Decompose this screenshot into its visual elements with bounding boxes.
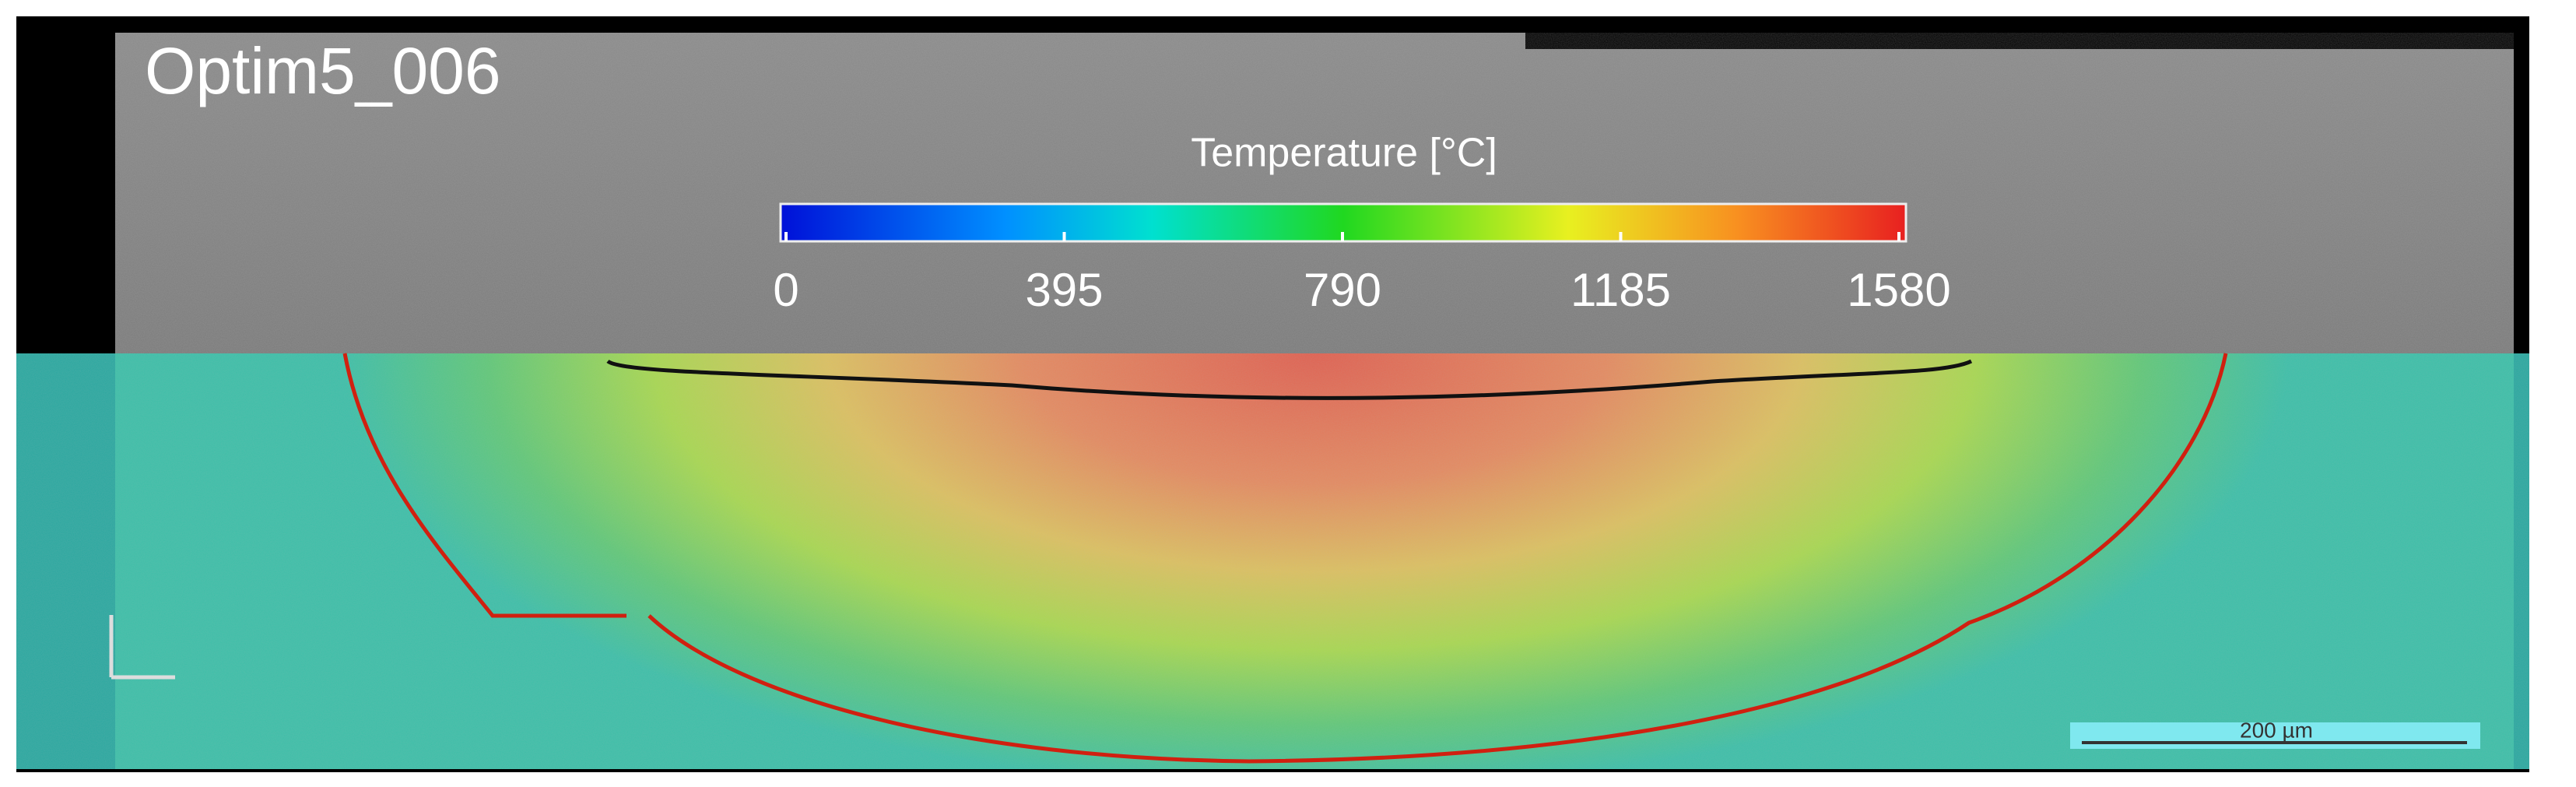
sem-texture xyxy=(115,33,2514,355)
scale-bar-label: 200 µm xyxy=(2240,718,2313,742)
scale-bar-box xyxy=(2070,722,2480,749)
colorbar-tick-label: 1185 xyxy=(1571,264,1671,316)
colorbar-tick-label: 395 xyxy=(1025,264,1103,316)
colorbar-title: Temperature [°C] xyxy=(1191,131,1497,176)
haz-boundary-left xyxy=(342,353,626,618)
colorbar-ticks: 0 395 790 1185 1580 xyxy=(773,232,1951,316)
specimen-label: Optim5_006 xyxy=(145,34,501,107)
haz-boundary xyxy=(648,353,2228,764)
colorbar-tick-label: 0 xyxy=(773,264,798,316)
axis-indicator xyxy=(109,615,175,680)
fusion-line xyxy=(606,359,1973,400)
colorbar-tick-label: 1580 xyxy=(1847,264,1950,316)
colorbar-tick-label: 790 xyxy=(1304,264,1381,316)
field-texture xyxy=(16,353,2529,769)
